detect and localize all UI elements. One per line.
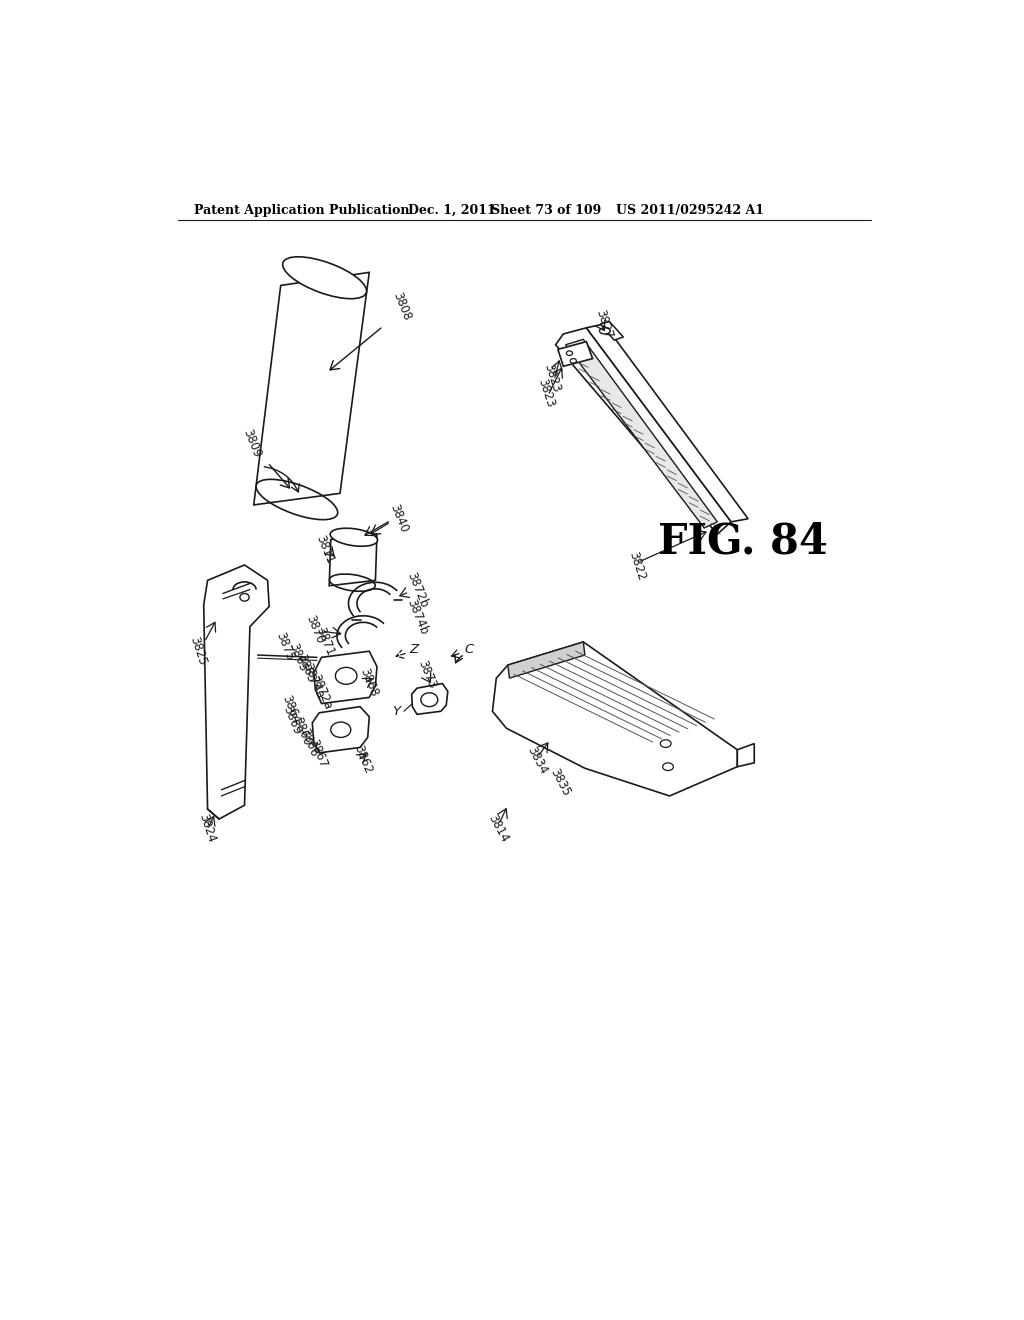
Text: 3865: 3865	[287, 642, 310, 673]
Polygon shape	[737, 743, 755, 767]
Text: 3870: 3870	[304, 614, 327, 645]
Polygon shape	[312, 706, 370, 752]
Text: 3874a: 3874a	[301, 661, 327, 700]
Text: FIG. 84: FIG. 84	[658, 521, 827, 562]
Text: 3824: 3824	[197, 812, 218, 845]
Text: 3866: 3866	[298, 726, 321, 758]
Text: 3809: 3809	[241, 428, 264, 459]
Text: 3840: 3840	[387, 503, 410, 535]
Polygon shape	[254, 272, 370, 506]
Ellipse shape	[283, 257, 367, 298]
Text: 3827: 3827	[593, 308, 614, 341]
Text: 3863: 3863	[295, 653, 317, 685]
Text: 3874b: 3874b	[404, 597, 430, 636]
Text: 3834: 3834	[524, 744, 550, 776]
Polygon shape	[587, 323, 749, 521]
Text: 3811: 3811	[313, 533, 336, 566]
Text: 3872b: 3872b	[404, 570, 430, 610]
Text: Y: Y	[392, 705, 400, 718]
Text: 3864: 3864	[280, 693, 302, 726]
Text: 3822: 3822	[627, 550, 648, 582]
Text: Z: Z	[410, 643, 419, 656]
Polygon shape	[558, 342, 593, 367]
Text: 3814: 3814	[486, 812, 511, 845]
Text: 3869: 3869	[281, 705, 304, 737]
Polygon shape	[313, 651, 377, 704]
Text: 3868: 3868	[357, 665, 381, 698]
Text: 3835: 3835	[548, 766, 572, 799]
Text: 3873: 3873	[416, 659, 438, 690]
Text: 3871: 3871	[313, 626, 336, 659]
Polygon shape	[204, 565, 269, 818]
Polygon shape	[565, 339, 717, 528]
Text: 3867: 3867	[306, 738, 330, 770]
Ellipse shape	[599, 327, 610, 334]
Polygon shape	[330, 535, 377, 586]
Text: 3862: 3862	[351, 743, 375, 775]
Polygon shape	[412, 684, 447, 714]
Text: Patent Application Publication: Patent Application Publication	[194, 205, 410, 218]
Text: C: C	[465, 643, 474, 656]
Text: 3823: 3823	[542, 362, 563, 393]
Polygon shape	[493, 642, 737, 796]
Text: 3825: 3825	[187, 635, 209, 668]
Polygon shape	[600, 322, 624, 341]
Text: US 2011/0295242 A1: US 2011/0295242 A1	[615, 205, 764, 218]
Polygon shape	[556, 327, 731, 535]
Ellipse shape	[330, 528, 378, 546]
Text: 3808: 3808	[390, 290, 413, 322]
Text: 3823: 3823	[536, 378, 557, 409]
Text: Dec. 1, 2011: Dec. 1, 2011	[408, 205, 496, 218]
Text: 3875: 3875	[273, 631, 296, 663]
Text: 3872a: 3872a	[308, 672, 335, 711]
Polygon shape	[508, 642, 585, 678]
Text: Sheet 73 of 109: Sheet 73 of 109	[490, 205, 601, 218]
Text: 3860: 3860	[290, 715, 313, 747]
